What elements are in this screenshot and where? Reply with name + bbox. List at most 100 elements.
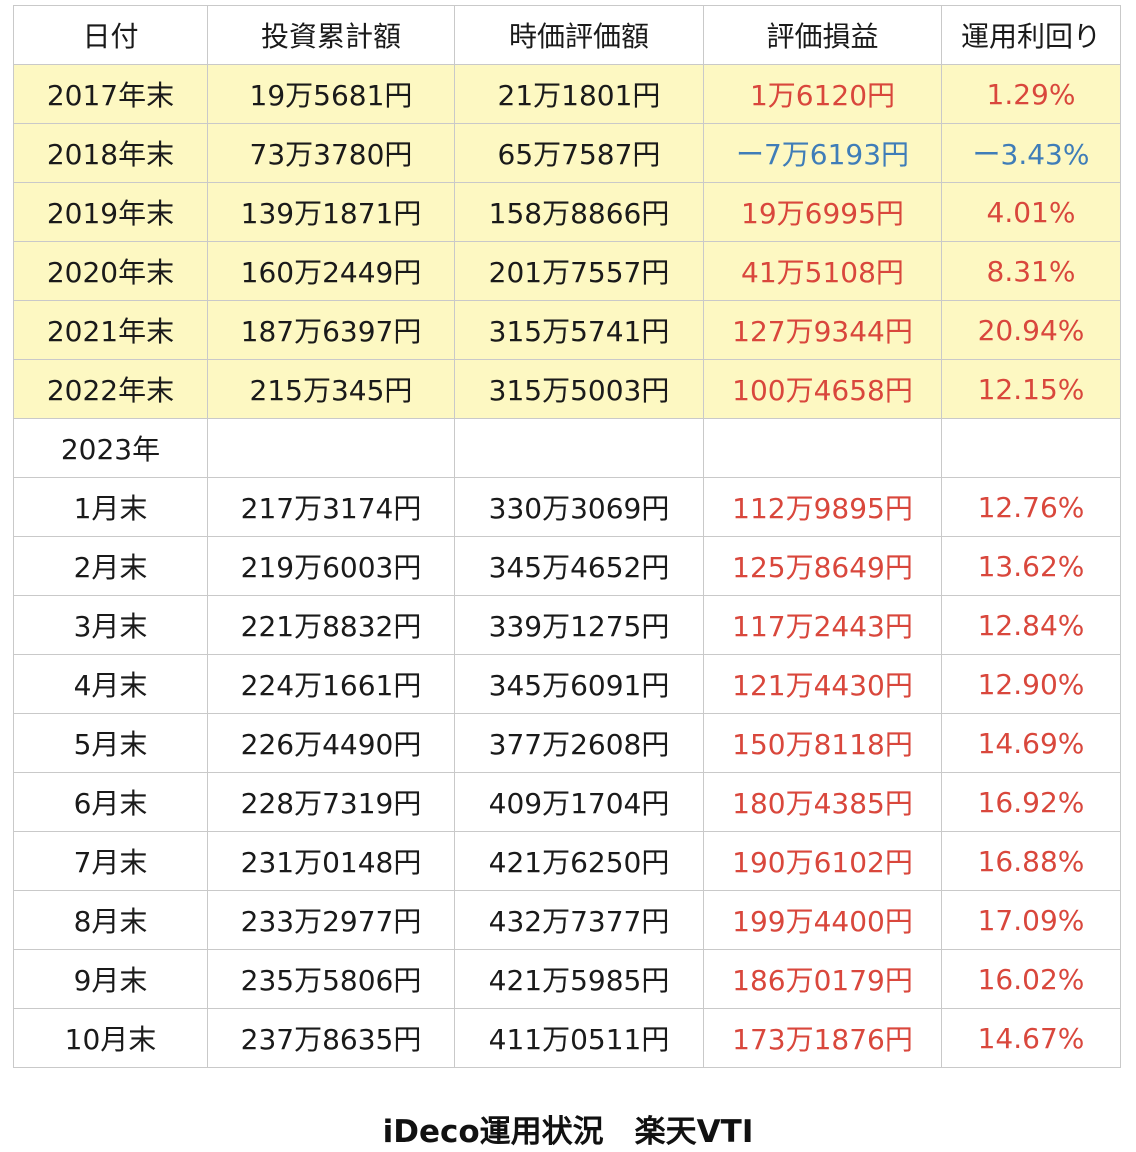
cell-date: 2月末 — [13, 536, 208, 596]
cell-invested: 235万5806円 — [207, 949, 455, 1009]
cell-gain: 180万4385円 — [703, 772, 942, 832]
cell-market: 432万7377円 — [454, 890, 704, 950]
cell-date: 2019年末 — [13, 182, 208, 242]
cell-date: 2021年末 — [13, 300, 208, 360]
cell-date: 6月末 — [13, 772, 208, 832]
cell-gain: 117万2443円 — [703, 595, 942, 655]
cell-date: 8月末 — [13, 890, 208, 950]
cell-invested: 139万1871円 — [207, 182, 455, 242]
cell-gain: 121万4430円 — [703, 654, 942, 714]
cell-yield: 14.69% — [941, 713, 1121, 773]
cell-yield: 14.67% — [941, 1008, 1121, 1068]
cell-gain: ー7万6193円 — [703, 123, 942, 183]
cell-yield: 13.62% — [941, 536, 1121, 596]
cell-date: 9月末 — [13, 949, 208, 1009]
cell-market: 345万4652円 — [454, 536, 704, 596]
cell-yield: 12.15% — [941, 359, 1121, 419]
table-row-monthly: 1月末 217万3174円 330万3069円 112万9895円 12.76% — [13, 477, 1121, 537]
cell-yield: 17.09% — [941, 890, 1121, 950]
cell-market: 315万5741円 — [454, 300, 704, 360]
cell-date: 1月末 — [13, 477, 208, 537]
empty-cell — [454, 418, 704, 478]
cell-invested: 221万8832円 — [207, 595, 455, 655]
table-row-monthly: 10月末 237万8635円 411万0511円 173万1876円 14.67… — [13, 1008, 1121, 1068]
ideco-performance-table: 日付 投資累計額 時価評価額 評価損益 運用利回り 2017年末 19万5681… — [13, 5, 1121, 1068]
cell-invested: 19万5681円 — [207, 64, 455, 124]
table-row-yearly: 2022年末 215万345円 315万5003円 100万4658円 12.1… — [13, 359, 1121, 419]
table-row-yearly: 2019年末 139万1871円 158万8866円 19万6995円 4.01… — [13, 182, 1121, 242]
cell-gain: 150万8118円 — [703, 713, 942, 773]
cell-invested: 224万1661円 — [207, 654, 455, 714]
table-row-monthly: 2月末 219万6003円 345万4652円 125万8649円 13.62% — [13, 536, 1121, 596]
table-row-monthly: 9月末 235万5806円 421万5985円 186万0179円 16.02% — [13, 949, 1121, 1009]
cell-gain: 100万4658円 — [703, 359, 942, 419]
cell-yield: 8.31% — [941, 241, 1121, 301]
cell-yield: 20.94% — [941, 300, 1121, 360]
cell-gain: 127万9344円 — [703, 300, 942, 360]
table-row-yearly: 2018年末 73万3780円 65万7587円 ー7万6193円 ー3.43% — [13, 123, 1121, 183]
cell-invested: 228万7319円 — [207, 772, 455, 832]
cell-yield: 12.76% — [941, 477, 1121, 537]
cell-invested: 217万3174円 — [207, 477, 455, 537]
table-row-yearly: 2017年末 19万5681円 21万1801円 1万6120円 1.29% — [13, 64, 1121, 124]
cell-gain: 112万9895円 — [703, 477, 942, 537]
cell-gain: 173万1876円 — [703, 1008, 942, 1068]
section-year-label: 2023年 — [13, 418, 208, 478]
table-row-yearly: 2021年末 187万6397円 315万5741円 127万9344円 20.… — [13, 300, 1121, 360]
table-row-yearly: 2020年末 160万2449円 201万7557円 41万5108円 8.31… — [13, 241, 1121, 301]
header-gain-loss: 評価損益 — [703, 5, 942, 65]
cell-invested: 73万3780円 — [207, 123, 455, 183]
cell-gain: 186万0179円 — [703, 949, 942, 1009]
cell-market: 158万8866円 — [454, 182, 704, 242]
header-market-value: 時価評価額 — [454, 5, 704, 65]
cell-invested: 219万6003円 — [207, 536, 455, 596]
cell-gain: 19万6995円 — [703, 182, 942, 242]
cell-gain: 190万6102円 — [703, 831, 942, 891]
header-invested-total: 投資累計額 — [207, 5, 455, 65]
cell-invested: 237万8635円 — [207, 1008, 455, 1068]
header-row: 日付 投資累計額 時価評価額 評価損益 運用利回り — [13, 5, 1121, 65]
cell-market: 409万1704円 — [454, 772, 704, 832]
cell-market: 377万2608円 — [454, 713, 704, 773]
table-row-monthly: 7月末 231万0148円 421万6250円 190万6102円 16.88% — [13, 831, 1121, 891]
cell-yield: 12.84% — [941, 595, 1121, 655]
cell-invested: 233万2977円 — [207, 890, 455, 950]
empty-cell — [207, 418, 455, 478]
cell-market: 201万7557円 — [454, 241, 704, 301]
cell-invested: 187万6397円 — [207, 300, 455, 360]
cell-date: 4月末 — [13, 654, 208, 714]
cell-date: 7月末 — [13, 831, 208, 891]
cell-market: 339万1275円 — [454, 595, 704, 655]
cell-date: 2017年末 — [13, 64, 208, 124]
cell-market: 421万5985円 — [454, 949, 704, 1009]
cell-invested: 226万4490円 — [207, 713, 455, 773]
cell-date: 2022年末 — [13, 359, 208, 419]
table-caption: iDeco運用状況 楽天VTI — [382, 1114, 754, 1150]
table-row-monthly: 8月末 233万2977円 432万7377円 199万4400円 17.09% — [13, 890, 1121, 950]
cell-market: 330万3069円 — [454, 477, 704, 537]
cell-gain: 199万4400円 — [703, 890, 942, 950]
cell-gain: 41万5108円 — [703, 241, 942, 301]
cell-yield: 12.90% — [941, 654, 1121, 714]
cell-market: 21万1801円 — [454, 64, 704, 124]
cell-date: 2020年末 — [13, 241, 208, 301]
cell-yield: 1.29% — [941, 64, 1121, 124]
cell-invested: 215万345円 — [207, 359, 455, 419]
table-row-monthly: 5月末 226万4490円 377万2608円 150万8118円 14.69% — [13, 713, 1121, 773]
cell-yield: 4.01% — [941, 182, 1121, 242]
cell-date: 5月末 — [13, 713, 208, 773]
table-row-monthly: 6月末 228万7319円 409万1704円 180万4385円 16.92% — [13, 772, 1121, 832]
cell-invested: 231万0148円 — [207, 831, 455, 891]
header-yield: 運用利回り — [941, 5, 1121, 65]
header-date: 日付 — [13, 5, 208, 65]
table-row-monthly: 4月末 224万1661円 345万6091円 121万4430円 12.90% — [13, 654, 1121, 714]
cell-yield: ー3.43% — [941, 123, 1121, 183]
cell-market: 315万5003円 — [454, 359, 704, 419]
cell-gain: 1万6120円 — [703, 64, 942, 124]
empty-cell — [941, 418, 1121, 478]
cell-yield: 16.92% — [941, 772, 1121, 832]
empty-cell — [703, 418, 942, 478]
cell-gain: 125万8649円 — [703, 536, 942, 596]
cell-date: 10月末 — [13, 1008, 208, 1068]
cell-yield: 16.02% — [941, 949, 1121, 1009]
